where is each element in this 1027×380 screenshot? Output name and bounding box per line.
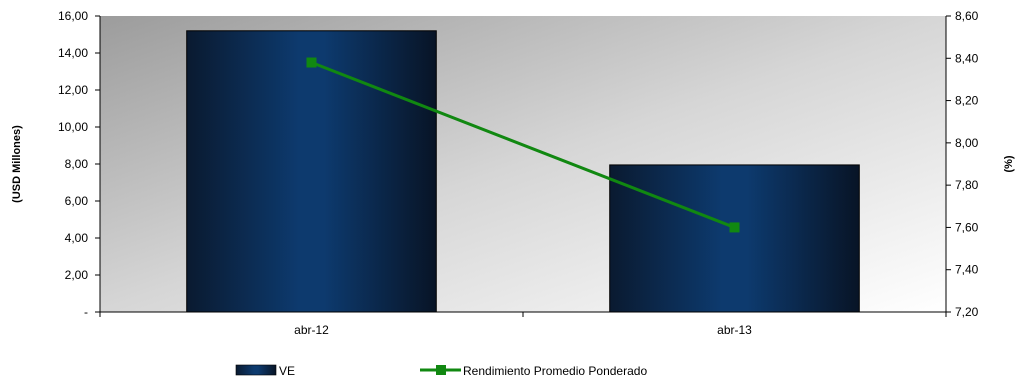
- right-tick-label: 8,20: [955, 94, 979, 108]
- legend: VE Rendimiento Promedio Ponderado: [235, 364, 647, 378]
- left-tick-label: 6,00: [65, 194, 89, 208]
- right-tick-label: 7,80: [955, 178, 979, 192]
- legend-marker-rendimiento: [436, 365, 446, 375]
- y-axis-title-right: (%): [1003, 155, 1015, 172]
- x-tick-label: abr-13: [717, 323, 752, 337]
- left-tick-label: -: [84, 305, 88, 319]
- left-tick-label: 12,00: [58, 83, 88, 97]
- left-tick-label: 10,00: [58, 120, 88, 134]
- bar-abr-12: [186, 30, 437, 313]
- right-tick-label: 8,40: [955, 51, 979, 65]
- y-axis-title-left: (USD Millones): [11, 125, 23, 203]
- legend-swatch-ve: [235, 364, 277, 376]
- left-tick-label: 14,00: [58, 46, 88, 60]
- legend-label-rendimiento: Rendimiento Promedio Ponderado: [463, 364, 647, 378]
- legend-label-ve: VE: [279, 364, 295, 378]
- line-rendimiento: [310, 61, 736, 229]
- point-abr-12: [306, 57, 317, 68]
- x-tick-label: abr-12: [294, 323, 329, 337]
- right-tick-label: 7,20: [955, 305, 979, 319]
- right-tick-label: 7,40: [955, 263, 979, 277]
- right-tick-label: 7,60: [955, 220, 979, 234]
- right-tick-label: 8,00: [955, 136, 979, 150]
- right-tick-label: 8,60: [955, 9, 979, 23]
- left-tick-label: 8,00: [65, 157, 89, 171]
- point-abr-13: [729, 222, 740, 233]
- left-tick-label: 2,00: [65, 268, 89, 282]
- bar-abr-13: [609, 164, 860, 313]
- left-tick-label: 16,00: [58, 9, 88, 23]
- left-tick-label: 4,00: [65, 231, 89, 245]
